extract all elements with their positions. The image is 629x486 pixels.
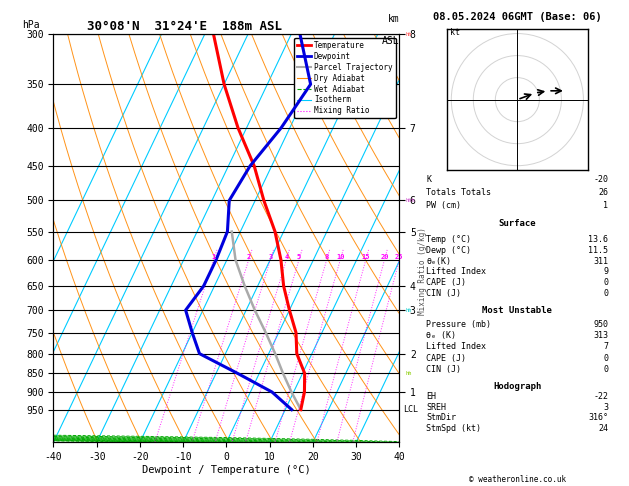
Text: PW (cm): PW (cm) xyxy=(426,201,461,210)
Text: 313: 313 xyxy=(594,331,608,340)
Text: 10: 10 xyxy=(336,254,345,260)
Text: StmSpd (kt): StmSpd (kt) xyxy=(426,424,481,433)
Text: LCL: LCL xyxy=(403,405,418,414)
Text: Hodograph: Hodograph xyxy=(493,382,542,391)
Text: 13.6: 13.6 xyxy=(589,236,608,244)
Text: K: K xyxy=(426,174,431,184)
Text: CIN (J): CIN (J) xyxy=(426,289,461,297)
Text: Lifted Index: Lifted Index xyxy=(426,343,486,351)
Text: CIN (J): CIN (J) xyxy=(426,365,461,374)
Text: 4: 4 xyxy=(284,254,289,260)
Text: 8: 8 xyxy=(325,254,329,260)
Text: 7: 7 xyxy=(603,343,608,351)
Text: 311: 311 xyxy=(594,257,608,266)
Text: 316°: 316° xyxy=(589,413,608,422)
Text: hhh: hhh xyxy=(406,198,416,203)
Text: hh: hh xyxy=(406,371,412,376)
Text: CAPE (J): CAPE (J) xyxy=(426,278,466,287)
Text: Temp (°C): Temp (°C) xyxy=(426,236,471,244)
Text: kt: kt xyxy=(450,28,460,37)
Text: Mixing Ratio (g/kg): Mixing Ratio (g/kg) xyxy=(418,227,428,315)
X-axis label: Dewpoint / Temperature (°C): Dewpoint / Temperature (°C) xyxy=(142,465,311,475)
Title: 30°08'N  31°24'E  188m ASL: 30°08'N 31°24'E 188m ASL xyxy=(87,20,282,33)
Text: 950: 950 xyxy=(594,320,608,329)
Text: θₑ (K): θₑ (K) xyxy=(426,331,456,340)
Text: -20: -20 xyxy=(594,174,608,184)
Legend: Temperature, Dewpoint, Parcel Trajectory, Dry Adiabat, Wet Adiabat, Isotherm, Mi: Temperature, Dewpoint, Parcel Trajectory… xyxy=(294,38,396,119)
Text: ASL: ASL xyxy=(382,36,399,46)
Text: 5: 5 xyxy=(297,254,301,260)
Text: hh: hh xyxy=(406,308,412,312)
Text: 3: 3 xyxy=(603,403,608,412)
Text: 2: 2 xyxy=(247,254,251,260)
Text: SREH: SREH xyxy=(426,403,446,412)
Text: Lifted Index: Lifted Index xyxy=(426,267,486,277)
Text: 0: 0 xyxy=(603,278,608,287)
Text: Dewp (°C): Dewp (°C) xyxy=(426,246,471,255)
Text: hh: hh xyxy=(406,32,412,36)
Text: θₑ(K): θₑ(K) xyxy=(426,257,451,266)
Text: StmDir: StmDir xyxy=(426,413,456,422)
Text: © weatheronline.co.uk: © weatheronline.co.uk xyxy=(469,474,566,484)
Text: km: km xyxy=(387,14,399,24)
Text: 08.05.2024 06GMT (Base: 06): 08.05.2024 06GMT (Base: 06) xyxy=(433,12,602,22)
Text: 26: 26 xyxy=(599,188,608,197)
Text: 0: 0 xyxy=(603,365,608,374)
Text: 24: 24 xyxy=(599,424,608,433)
Text: 15: 15 xyxy=(362,254,370,260)
Text: 1: 1 xyxy=(603,201,608,210)
Text: CAPE (J): CAPE (J) xyxy=(426,354,466,363)
Text: 0: 0 xyxy=(603,354,608,363)
Text: 20: 20 xyxy=(380,254,389,260)
Text: -22: -22 xyxy=(594,392,608,401)
Text: Most Unstable: Most Unstable xyxy=(482,306,552,314)
Text: Surface: Surface xyxy=(499,219,536,228)
Text: EH: EH xyxy=(426,392,436,401)
Text: 9: 9 xyxy=(603,267,608,277)
Text: 25: 25 xyxy=(395,254,404,260)
Text: 3: 3 xyxy=(268,254,272,260)
Text: 0: 0 xyxy=(603,289,608,297)
Text: hPa: hPa xyxy=(23,20,40,30)
Text: Pressure (mb): Pressure (mb) xyxy=(426,320,491,329)
Text: 11.5: 11.5 xyxy=(589,246,608,255)
Text: Totals Totals: Totals Totals xyxy=(426,188,491,197)
Text: 1: 1 xyxy=(211,254,216,260)
